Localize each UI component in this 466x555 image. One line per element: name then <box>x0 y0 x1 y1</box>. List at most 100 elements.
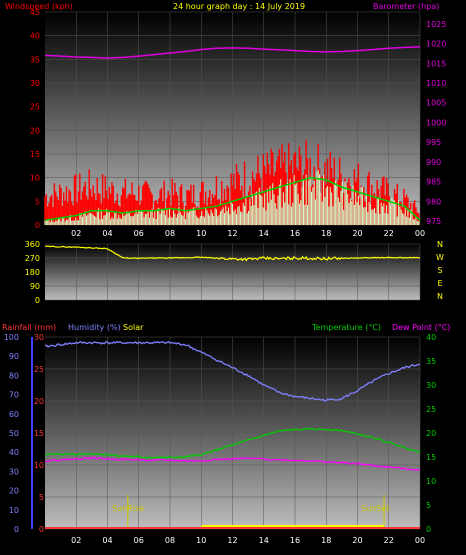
humidity-tick-label: 100 <box>4 333 19 342</box>
x-tick-label: 22 <box>384 229 394 238</box>
temperature-tick-label: 5 <box>426 501 431 510</box>
direction-grid <box>45 243 421 301</box>
temperature-tick-label: 10 <box>426 477 436 486</box>
humidity-tick-label: 60 <box>9 410 19 419</box>
rainfall-tick-label: 10 <box>34 461 44 470</box>
bottom-chart-marks <box>31 337 421 529</box>
direction-tick-label: 270 <box>25 254 40 263</box>
direction-tick-label: 0 <box>35 296 40 305</box>
rainfall-axis-label: Rainfall (mm) <box>2 323 56 332</box>
x-tick-label: 20 <box>352 536 362 545</box>
windspeed-tick-label: 20 <box>30 126 40 135</box>
temperature-tick-label: 30 <box>426 381 436 390</box>
x-tick-label: 16 <box>290 229 300 238</box>
windspeed-tick-label: 10 <box>30 174 40 183</box>
dewpoint-line <box>44 456 421 471</box>
humidity-tick-label: 20 <box>9 487 19 496</box>
top-chart-marks <box>44 45 421 225</box>
rainfall-tick-label: 0 <box>39 525 44 534</box>
barometer-tick-label: 1010 <box>426 79 446 88</box>
x-tick-label: 18 <box>321 536 331 545</box>
barometer-tick-label: 985 <box>426 178 441 187</box>
solar-axis-label: Solar <box>123 323 144 332</box>
temperature-tick-label: 20 <box>426 429 436 438</box>
compass-label: N <box>437 240 443 249</box>
x-tick-label: 06 <box>134 536 144 545</box>
temperature-tick-label: 15 <box>426 453 436 462</box>
compass-label: N <box>437 292 443 301</box>
windspeed-tick-labels: 0 5 10 15 20 25 30 35 40 45 <box>30 8 40 230</box>
humidity-tick-label: 40 <box>9 448 19 457</box>
humidity-tick-label: 0 <box>14 525 19 534</box>
barometer-tick-label: 995 <box>426 138 441 147</box>
temperature-line <box>44 427 421 459</box>
x-tick-label: 22 <box>384 536 394 545</box>
temperature-axis-label: Temperature (°C) <box>311 323 381 332</box>
barometer-tick-label: 980 <box>426 197 441 206</box>
humidity-line <box>44 340 421 403</box>
rainfall-tick-label: 20 <box>34 397 44 406</box>
temperature-tick-label: 35 <box>426 357 436 366</box>
x-tick-label: 18 <box>321 229 331 238</box>
temperature-tick-label: 25 <box>426 405 436 414</box>
x-tick-label: 08 <box>165 229 175 238</box>
temperature-tick-labels: 0 5 10 15 20 25 30 35 40 <box>426 333 436 534</box>
windspeed-tick-label: 25 <box>30 103 40 112</box>
bottom-x-tick-labels: 02 04 06 08 10 12 14 16 18 20 22 00 <box>71 536 425 545</box>
humidity-tick-labels: 0 10 20 30 40 50 60 70 80 90 100 <box>4 333 19 534</box>
direction-tick-label: 90 <box>30 282 40 291</box>
dewpoint-axis-label: Dew Point (°C) <box>392 323 450 332</box>
barometer-tick-label: 1015 <box>426 59 446 68</box>
direction-tick-labels: 0 90 180 270 360 <box>25 240 40 305</box>
temperature-tick-label: 0 <box>426 525 431 534</box>
x-tick-label: 00 <box>415 229 425 238</box>
x-tick-label: 10 <box>196 536 206 545</box>
windspeed-tick-label: 45 <box>30 8 40 17</box>
sunrise-annotation: SunRise <box>112 504 144 513</box>
barometer-tick-label: 1005 <box>426 99 446 108</box>
humidity-tick-label: 90 <box>9 352 19 361</box>
wind-direction-line <box>44 245 421 262</box>
x-tick-label: 02 <box>71 536 81 545</box>
humidity-axis-label: Humidity (%) <box>68 323 121 332</box>
rainfall-tick-label: 25 <box>34 365 44 374</box>
direction-marks <box>44 245 421 262</box>
average-wind-line <box>44 176 421 222</box>
x-tick-label: 14 <box>259 536 269 545</box>
barometer-tick-label: 1025 <box>426 20 446 29</box>
temperature-tick-label: 40 <box>426 333 436 342</box>
x-tick-label: 12 <box>227 536 237 545</box>
windspeed-tick-label: 30 <box>30 79 40 88</box>
x-tick-label: 12 <box>227 229 237 238</box>
rainfall-tick-label: 5 <box>39 493 44 502</box>
chart-title: 24 hour graph day : 14 July 2019 <box>173 2 305 11</box>
compass-label: E <box>437 279 442 288</box>
windspeed-tick-label: 40 <box>30 32 40 41</box>
barometer-tick-label: 1000 <box>426 118 446 127</box>
x-tick-label: 02 <box>71 229 81 238</box>
x-tick-label: 10 <box>196 229 206 238</box>
humidity-tick-label: 70 <box>9 391 19 400</box>
top-x-tick-labels: 02 04 06 08 10 12 14 16 18 20 22 00 <box>71 229 425 238</box>
x-tick-label: 14 <box>259 229 269 238</box>
windspeed-tick-label: 5 <box>35 197 40 206</box>
barometer-line <box>44 45 421 59</box>
windspeed-tick-label: 35 <box>30 55 40 64</box>
rainfall-tick-label: 15 <box>34 429 44 438</box>
windspeed-tick-label: 0 <box>35 221 40 230</box>
humidity-tick-label: 50 <box>9 429 19 438</box>
barometer-tick-label: 990 <box>426 158 441 167</box>
humidity-tick-label: 30 <box>9 467 19 476</box>
rainfall-tick-label: 30 <box>34 333 44 342</box>
x-tick-label: 20 <box>352 229 362 238</box>
barometer-tick-labels: 975 980 985 990 995 1000 1005 1010 1015 1020 1025 <box>426 20 446 226</box>
x-tick-label: 06 <box>134 229 144 238</box>
compass-label: S <box>437 266 442 275</box>
sunset-annotation: SunSet <box>361 504 389 513</box>
x-tick-label: 08 <box>165 536 175 545</box>
barometer-axis-label: Barometer (hpa) <box>373 2 439 11</box>
windspeed-axis-label: Windspeed (kph) <box>5 2 73 11</box>
x-tick-label: 16 <box>290 536 300 545</box>
